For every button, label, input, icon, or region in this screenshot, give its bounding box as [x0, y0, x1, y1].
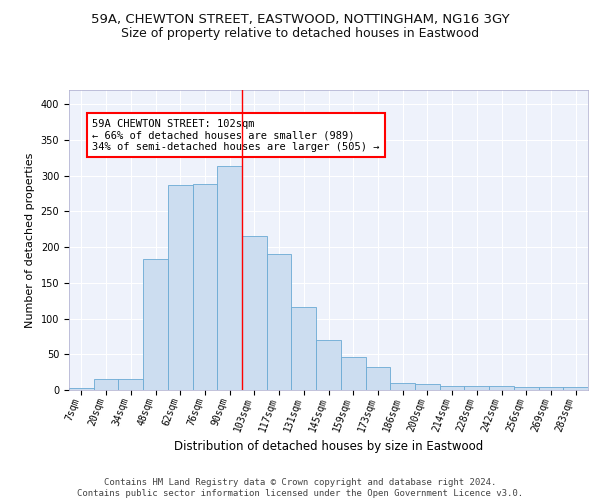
Bar [539, 387, 563, 390]
Y-axis label: Number of detached properties: Number of detached properties [25, 152, 35, 328]
Bar [440, 386, 464, 390]
Bar [217, 166, 242, 390]
Bar [365, 367, 390, 390]
Text: 59A, CHEWTON STREET, EASTWOOD, NOTTINGHAM, NG16 3GY: 59A, CHEWTON STREET, EASTWOOD, NOTTINGHA… [91, 12, 509, 26]
Bar [341, 357, 365, 390]
Bar [563, 387, 588, 390]
Bar [69, 388, 94, 390]
Bar [489, 386, 514, 390]
Bar [267, 254, 292, 390]
Text: 59A CHEWTON STREET: 102sqm
← 66% of detached houses are smaller (989)
34% of sem: 59A CHEWTON STREET: 102sqm ← 66% of deta… [92, 118, 380, 152]
Bar [464, 386, 489, 390]
Text: Contains HM Land Registry data © Crown copyright and database right 2024.
Contai: Contains HM Land Registry data © Crown c… [77, 478, 523, 498]
Bar [242, 236, 267, 390]
Bar [390, 383, 415, 390]
Bar [94, 380, 118, 390]
Bar [292, 307, 316, 390]
Bar [143, 258, 168, 390]
Bar [118, 380, 143, 390]
Bar [316, 340, 341, 390]
X-axis label: Distribution of detached houses by size in Eastwood: Distribution of detached houses by size … [174, 440, 483, 452]
Bar [193, 184, 217, 390]
Text: Size of property relative to detached houses in Eastwood: Size of property relative to detached ho… [121, 28, 479, 40]
Bar [514, 387, 539, 390]
Bar [415, 384, 440, 390]
Bar [168, 185, 193, 390]
